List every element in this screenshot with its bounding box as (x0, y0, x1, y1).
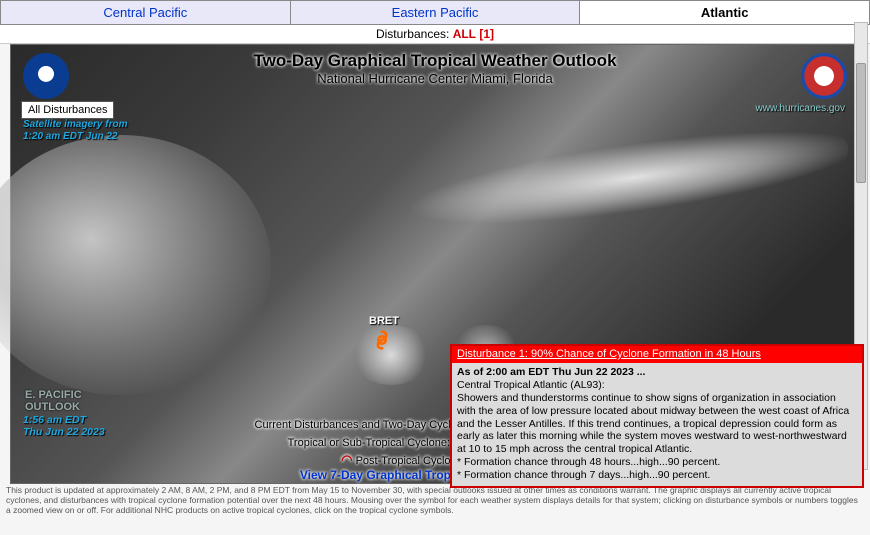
tooltip-text: Showers and thunderstorms continue to sh… (457, 392, 857, 456)
all-disturbances-button[interactable]: All Disturbances (21, 101, 114, 119)
map-title: Two-Day Graphical Tropical Weather Outlo… (253, 51, 616, 86)
cloud-decor (0, 135, 271, 395)
disturbance-selector: Disturbances: ALL [1] (0, 25, 870, 44)
basin-tabs: Central Pacific Eastern Pacific Atlantic (0, 0, 870, 25)
legend-text: Tropical or Sub-Tropical Cyclone: (288, 437, 450, 449)
tooltip-asof: As of 2:00 am EDT Thu Jun 22 2023 ... (457, 366, 857, 379)
storm-name-label: BRET (369, 315, 399, 327)
noaa-logo-icon (23, 53, 69, 99)
tropical-storm-icon[interactable] (371, 329, 393, 351)
tooltip-body: As of 2:00 am EDT Thu Jun 22 2023 ... Ce… (452, 363, 862, 485)
disturbance-tooltip: Disturbance 1: 90% Chance of Cyclone For… (450, 344, 864, 488)
title-main: Two-Day Graphical Tropical Weather Outlo… (253, 51, 616, 71)
remnant-icon: ◠ (341, 452, 352, 467)
disturbance-1-link[interactable]: [1] (479, 27, 494, 41)
footer-disclaimer: This product is updated at approximately… (0, 484, 870, 515)
tab-eastern-pacific[interactable]: Eastern Pacific (291, 1, 581, 24)
disturbance-all-link[interactable]: ALL (453, 27, 476, 41)
cloud-decor (305, 88, 856, 282)
tooltip-chance-7d: * Formation chance through 7 days...high… (457, 469, 857, 482)
nws-logo-icon (801, 53, 847, 99)
tooltip-region: Central Tropical Atlantic (AL93): (457, 379, 857, 392)
e-pacific-outlook-label: E. PACIFIC OUTLOOK (25, 389, 82, 413)
title-sub: National Hurricane Center Miami, Florida (253, 71, 616, 86)
disturbance-label: Disturbances: (376, 27, 449, 41)
tab-atlantic[interactable]: Atlantic (580, 1, 869, 24)
scrollbar-thumb[interactable] (856, 63, 866, 183)
satellite-timestamp: Satellite imagery from 1:20 am EDT Jun 2… (23, 119, 127, 143)
tab-central-pacific[interactable]: Central Pacific (1, 1, 291, 24)
tooltip-header: Disturbance 1: 90% Chance of Cyclone For… (452, 346, 862, 363)
tooltip-chance-48h: * Formation chance through 48 hours...hi… (457, 456, 857, 469)
watermark-url: www.hurricanes.gov (756, 103, 845, 114)
